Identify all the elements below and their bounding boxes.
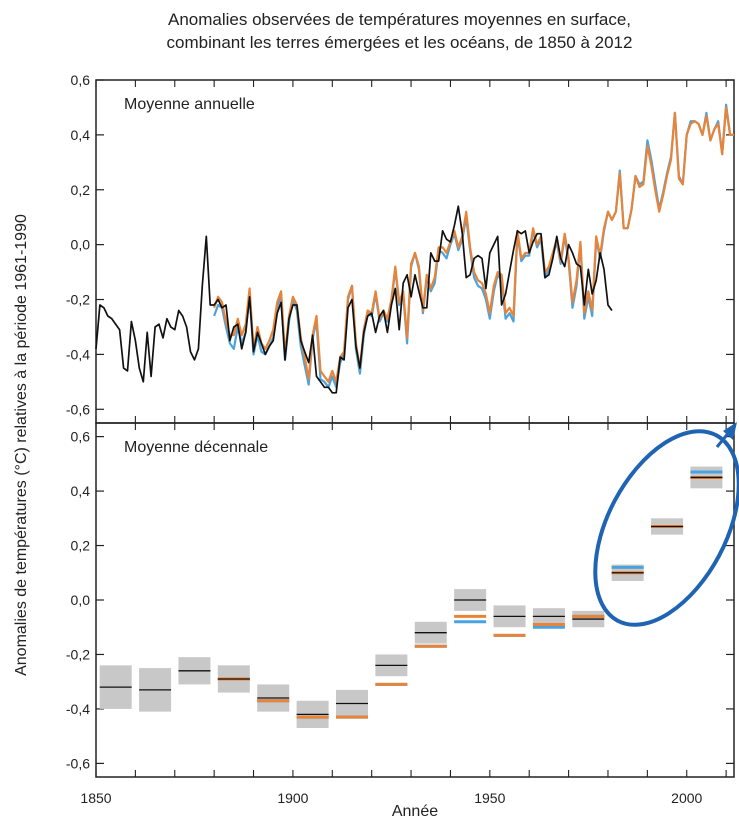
chart-title-line-2: combinant les terres émergées et les océ… (166, 33, 633, 52)
x-tick-label: 1900 (277, 790, 308, 806)
chart-title-line-1: Anomalies observées de températures moye… (167, 10, 632, 29)
annual-y-tick-label: 0,0 (71, 237, 91, 253)
decadal-panel-label: Moyenne décennale (124, 439, 268, 456)
decadal-panel: -0,6 -0,4 -0,2 0,0 0,2 0,4 0,6 Moyenne décennal… (66, 422, 735, 806)
x-axis-label: Année (391, 803, 439, 820)
annual-y-tick-label: 0,4 (71, 127, 91, 143)
annual-series-blue (213, 103, 734, 389)
annual-y-tick-label: 0,6 (71, 72, 91, 88)
decadal-y-tick-label: -0,4 (66, 701, 90, 717)
decadal-y-tick-label: 0,0 (71, 592, 91, 608)
highlight-annotation (593, 422, 739, 627)
annual-y-tick-label: 0,2 (71, 182, 91, 198)
decadal-y-tick-label: 0,6 (71, 429, 91, 445)
decadal-y-tick-label: -0,6 (66, 755, 90, 771)
chart-title: Anomalies observées de températures moye… (60, 8, 739, 54)
annual-y-tick-label: -0,2 (66, 292, 90, 308)
decadal-y-tick-label: -0,2 (66, 646, 90, 662)
x-tick-label: 1850 (80, 790, 111, 806)
annual-panel: -0,6 -0,4 -0,2 0,0 0,2 0,4 0,6 Moyenne annuelle (66, 72, 735, 424)
x-tick-label: 1950 (474, 790, 505, 806)
x-tick-label: 2000 (671, 790, 702, 806)
annual-y-tick-label: -0,6 (66, 401, 90, 417)
annual-y-tick-label: -0,4 (66, 346, 90, 362)
decadal-y-tick-label: 0,4 (71, 483, 91, 499)
annual-frame (95, 79, 735, 424)
highlight-ellipse (593, 429, 739, 627)
annual-series-orange (213, 106, 734, 383)
decadal-y-tick-label: 0,2 (71, 538, 91, 554)
decadal-frame (95, 422, 735, 778)
annual-panel-label: Moyenne annuelle (124, 96, 255, 113)
annual-series-black (95, 205, 613, 394)
highlight-arrow-head (723, 422, 737, 440)
